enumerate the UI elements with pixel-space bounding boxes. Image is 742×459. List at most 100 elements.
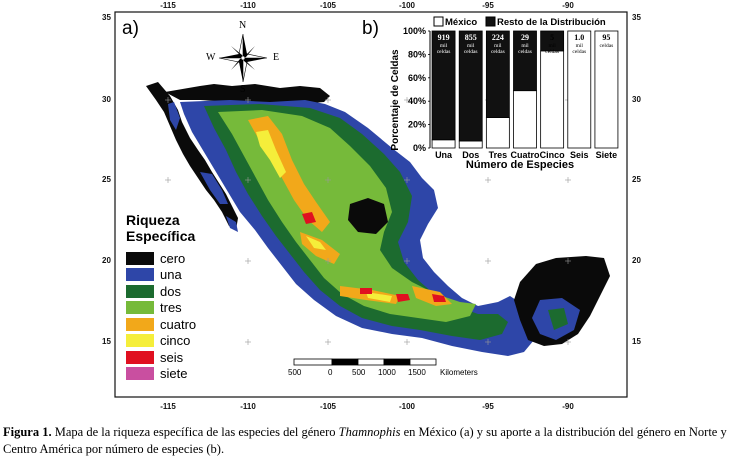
bar-annotation-Cuatro-2: celdas	[518, 49, 532, 55]
ytick-label-0: 0%	[413, 143, 426, 153]
legend-b-swatch-1	[485, 16, 496, 27]
scale-label-1500: 1500	[408, 368, 426, 377]
tick-bottom--90: -90	[562, 402, 574, 411]
scale-label-1000: 1000	[378, 368, 396, 377]
tick-right-35: 35	[632, 13, 641, 22]
legend-item-dos: dos	[126, 283, 181, 299]
xtick-label-Tres: Tres	[489, 150, 508, 160]
legend-item-seis: seis	[126, 350, 183, 365]
legend-item-siete: siete	[126, 366, 188, 381]
bar-annotation-Cinco-2: celdas	[545, 49, 559, 55]
species-bar-chart: Porcentaje de Celdas Número de Especies …	[390, 16, 619, 171]
xtick-label-Cinco: Cinco	[540, 150, 566, 160]
compass-n-label: N	[239, 20, 247, 31]
mainland-north-region	[165, 84, 330, 104]
bar-annotation-Dos-0: 855	[465, 33, 477, 42]
ytick-label-100: 100%	[403, 26, 426, 36]
bar-annotation-Siete-1: celdas	[600, 43, 614, 49]
compass-rose	[218, 33, 268, 83]
bar-annotation-Cinco-0: 5	[550, 33, 554, 42]
xtick-label-Cuatro: Cuatro	[511, 150, 541, 160]
bar-annotation-Cuatro-0: 29	[521, 33, 529, 42]
caption-text2: en México (a) y su aporte a la distribuc…	[3, 425, 727, 456]
chart-ylabel: Porcentaje de Celdas	[390, 49, 401, 151]
legend-label-cinco: cinco	[160, 333, 191, 348]
legend-title-line1: Riqueza	[126, 212, 180, 228]
caption-lead: Figura 1.	[3, 425, 52, 439]
grid-crosses	[165, 97, 571, 345]
bar-mexico-Tres	[485, 117, 510, 149]
legend-item-cero: cero	[126, 250, 186, 266]
interior-black-region	[348, 198, 388, 234]
tick-right-25: 25	[632, 175, 641, 184]
bar-mexico-Siete	[594, 30, 619, 149]
legend-swatch-cuatro	[126, 317, 154, 331]
bar-annotation-Cuatro-1: mil	[521, 43, 529, 49]
bar-rest-Dos	[458, 30, 483, 142]
ytick-label-60: 60%	[408, 73, 426, 83]
xtick-label-Seis: Seis	[570, 150, 589, 160]
figure-caption: Figura 1. Mapa de la riqueza específica …	[3, 424, 741, 458]
legend-b-label-0: México	[445, 17, 477, 28]
scale-label-500-left: 500	[288, 368, 302, 377]
legend-label-dos: dos	[160, 283, 181, 299]
tick-right-30: 30	[632, 95, 641, 104]
caption-genus: Thamnophis	[338, 425, 401, 439]
bar-rest-Cinco	[540, 30, 565, 52]
tick-top--95: -95	[482, 1, 494, 10]
seis-region	[302, 212, 316, 224]
legend-b-swatch-0	[433, 16, 444, 27]
legend-label-siete: siete	[160, 366, 188, 381]
tick-right-15: 15	[632, 337, 641, 346]
bar-rest-Cuatro	[513, 30, 537, 92]
legend-swatch-dos	[126, 284, 154, 298]
chart-bars: 919milceldas855milceldas224milceldas29mi…	[431, 30, 619, 149]
tick-top--100: -100	[398, 1, 416, 10]
legend-label-una: una	[160, 267, 182, 282]
legend-label-cero: cero	[160, 250, 186, 266]
tick-left-15: 15	[102, 337, 111, 346]
bar-annotation-Tres-0: 224	[492, 33, 504, 42]
xtick-label-Siete: Siete	[596, 150, 618, 160]
bar-annotation-Seis-2: celdas	[572, 49, 586, 55]
tick-left-20: 20	[102, 256, 111, 265]
tick-bottom--105: -105	[319, 402, 337, 411]
tick-top--105: -105	[319, 1, 337, 10]
bar-rest-Tres	[485, 30, 510, 118]
bar-mexico-Cuatro	[513, 90, 537, 149]
chart-yticks: 0% 20% 40% 60% 80% 100%	[403, 26, 431, 153]
panel-a-label: a)	[122, 18, 139, 39]
chart-xticks: Una Dos Tres Cuatro Cinco Seis Siete	[435, 150, 617, 160]
tick-top--110: -110	[240, 1, 256, 10]
legend-swatch-siete	[126, 367, 154, 380]
scale-unit: Kilometers	[440, 368, 478, 377]
tick-left-30: 30	[102, 95, 111, 104]
bar-annotation-Siete-0: 95	[602, 33, 610, 42]
legend-item-tres: tres	[126, 300, 182, 315]
tick-bottom--110: -110	[240, 402, 256, 411]
legend-label-tres: tres	[160, 300, 182, 315]
legend-swatch-tres	[126, 301, 154, 314]
bar-annotation-Tres-1: mil	[494, 43, 502, 49]
tick-top--115: -115	[160, 1, 176, 10]
bar-mexico-Dos	[458, 140, 483, 149]
bar-annotation-Seis-1: mil	[576, 43, 584, 49]
scale-label-500: 500	[352, 368, 366, 377]
ytick-label-40: 40%	[408, 96, 426, 106]
bar-annotation-Una-1: mil	[440, 43, 448, 49]
bar-annotation-Tres-2: celdas	[491, 49, 505, 55]
xtick-label-Una: Una	[435, 150, 453, 160]
bar-rest-Una	[431, 30, 456, 141]
compass-w-label: W	[206, 52, 216, 63]
bar-annotation-Dos-2: celdas	[464, 49, 478, 55]
xtick-label-Dos: Dos	[462, 150, 479, 160]
legend-swatch-cero	[126, 251, 154, 265]
compass-s-label: S	[240, 84, 246, 95]
tick-bottom--100: -100	[398, 402, 416, 411]
chart-xlabel: Número de Especies	[466, 159, 574, 171]
bar-mexico-Seis	[567, 30, 592, 149]
legend-item-una: una	[126, 267, 182, 282]
tick-left-35: 35	[102, 13, 111, 22]
